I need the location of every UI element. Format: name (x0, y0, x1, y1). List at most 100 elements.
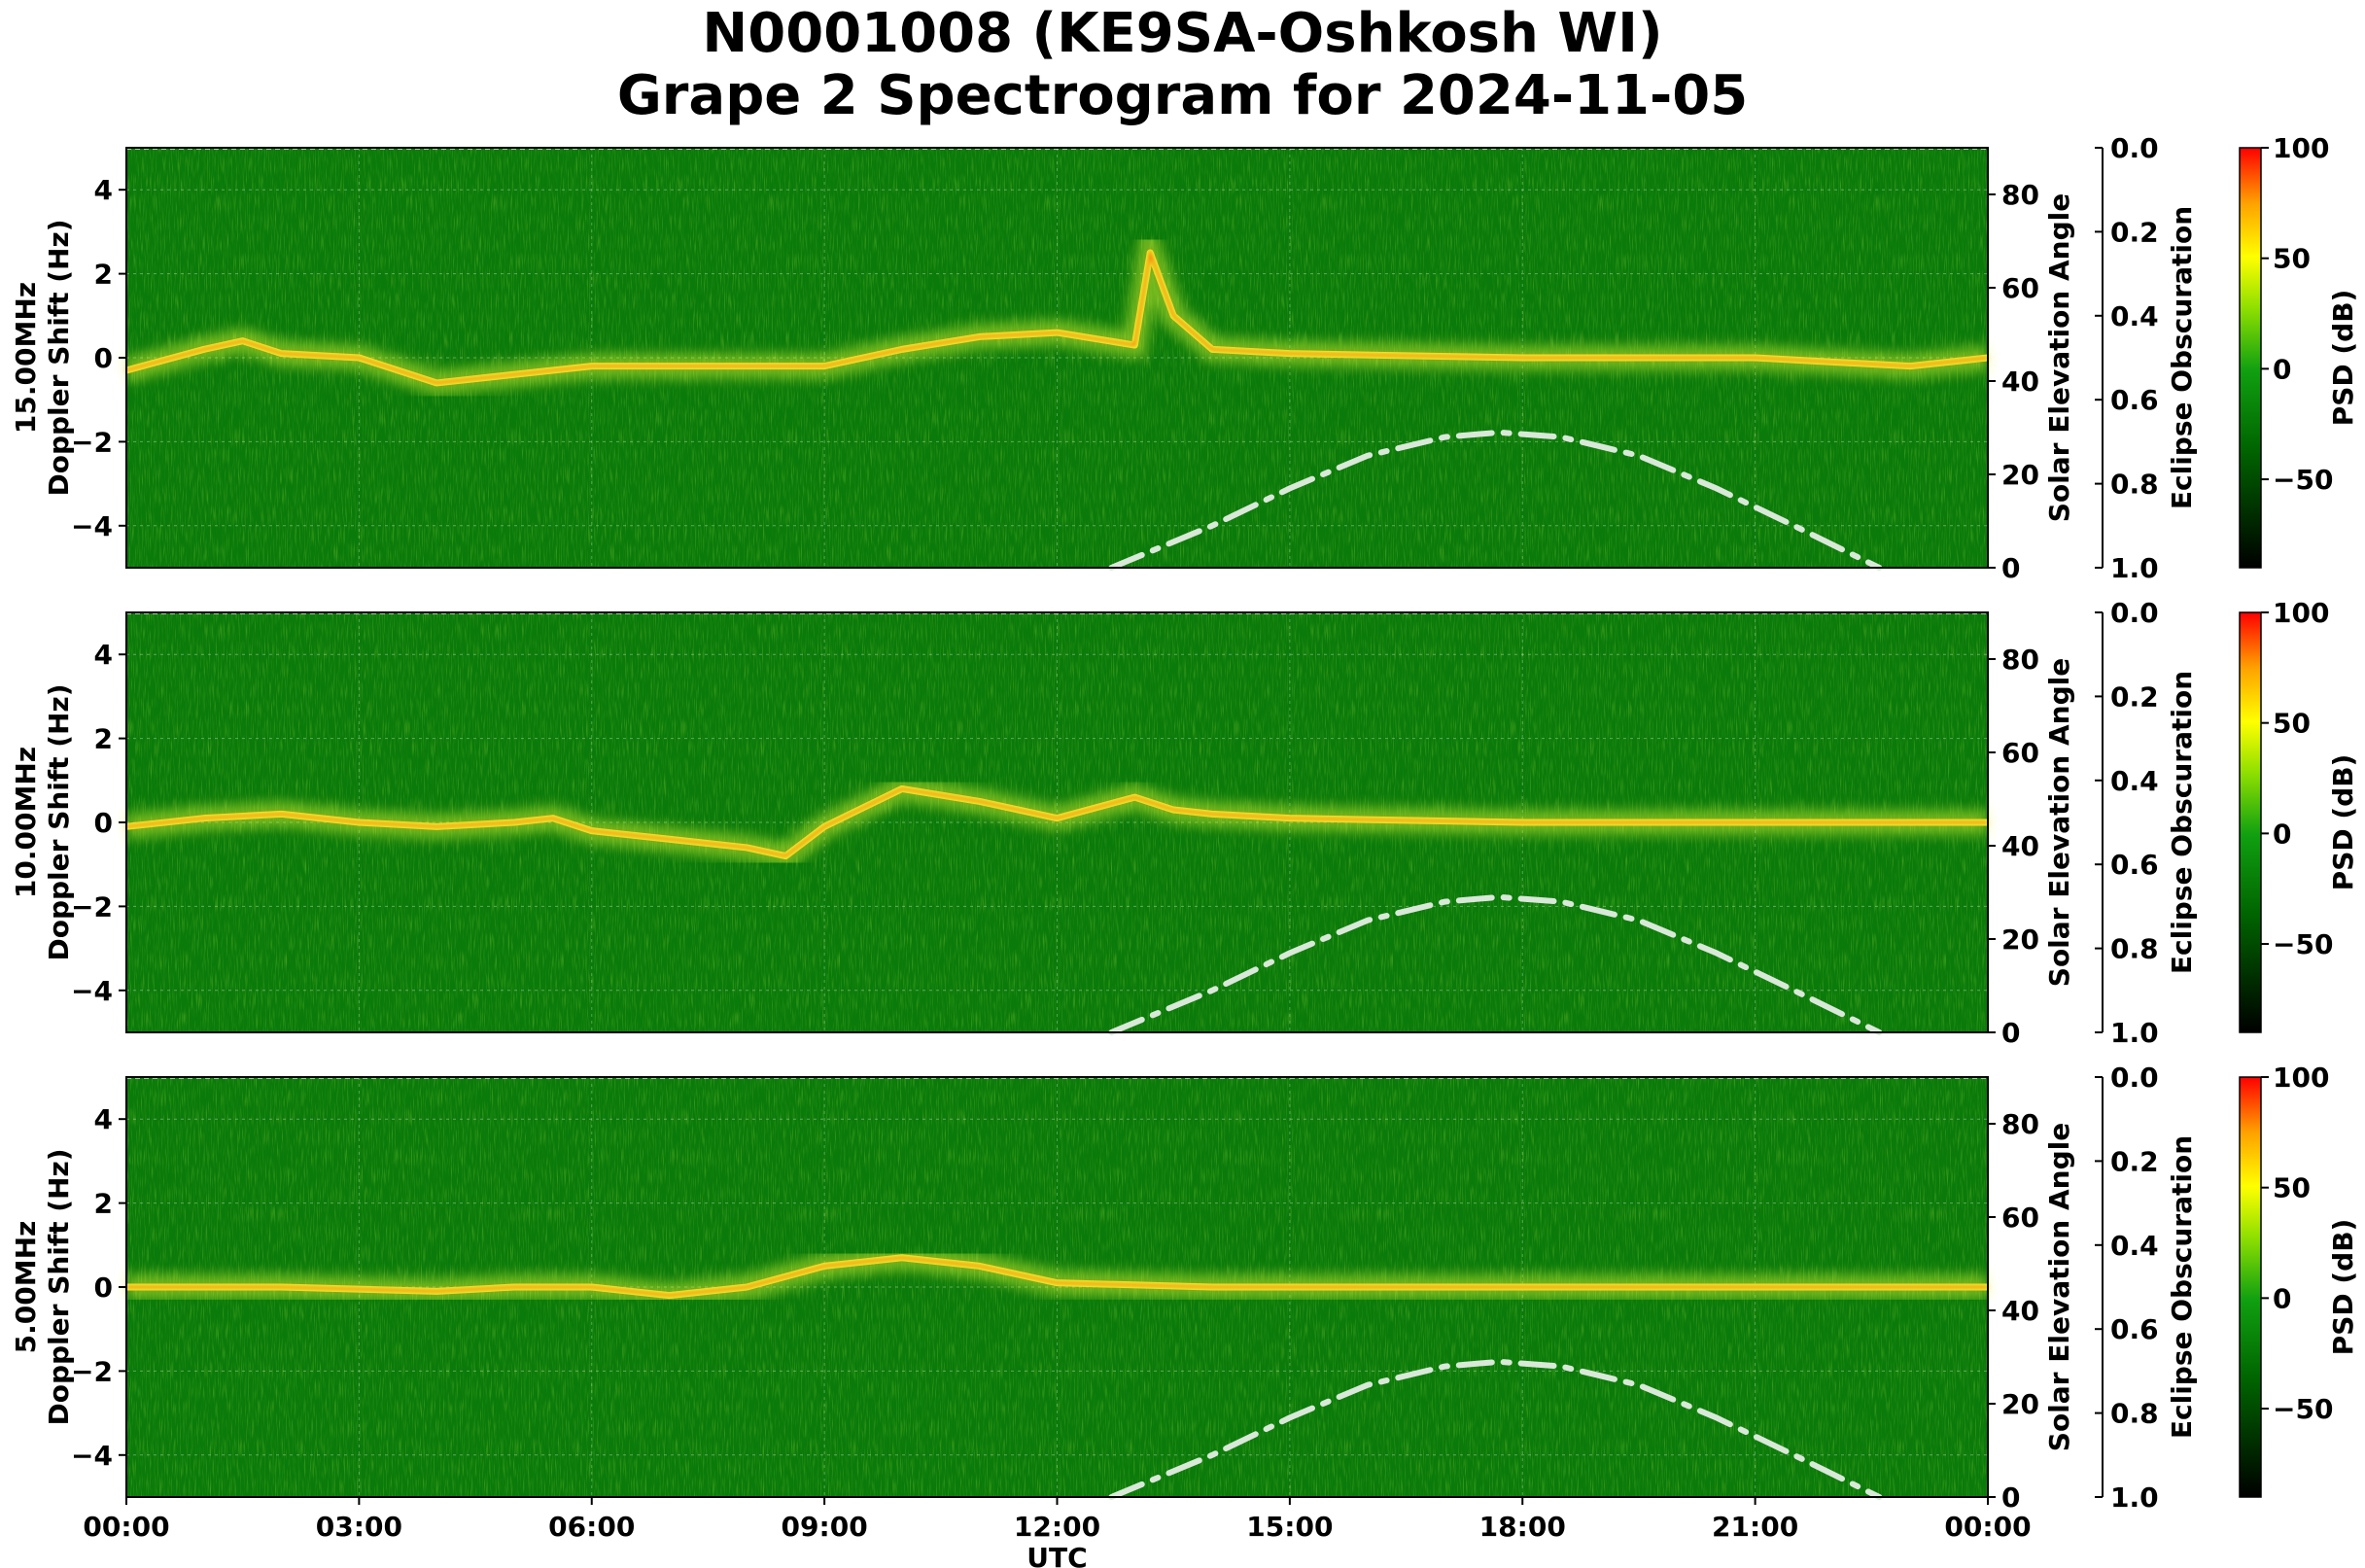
ylabel-doppler: Doppler Shift (Hz) (43, 1148, 75, 1425)
ytick-label: −4 (71, 1440, 113, 1472)
ytick-label: 2 (94, 723, 113, 755)
colorbar-tick-label: −50 (2273, 928, 2333, 960)
xtick-label: 00:00 (1944, 1511, 2031, 1543)
eclipse-tick-label: 1.0 (2110, 1481, 2159, 1514)
colorbar-tick-label: 50 (2273, 1172, 2311, 1204)
eclipse-tick-label: 1.0 (2110, 1017, 2159, 1049)
ylabel-eclipse-text: Eclipse Obscuration (2166, 671, 2198, 974)
colorbar-tick-label: 100 (2273, 597, 2329, 629)
ytick-label: 4 (94, 639, 113, 671)
ytick-label: −4 (71, 510, 113, 542)
colorbar-tick-label: −50 (2273, 464, 2333, 496)
ylabel-frequency: 10.00MHz (10, 747, 42, 898)
eclipse-tick-label: 0.4 (2110, 1230, 2159, 1262)
ytick-label: 0 (94, 342, 113, 374)
elev-tick-label: 0 (2001, 552, 2020, 584)
ylabel-frequency: 15.00MHz (10, 282, 42, 434)
elev-tick-label: 20 (2001, 923, 2039, 956)
eclipse-tick-label: 0.8 (2110, 933, 2159, 965)
ytick-label: 4 (94, 1103, 113, 1135)
solar-elevation-line (1108, 1358, 1883, 1500)
ytick-label: −2 (71, 890, 113, 923)
eclipse-tick-label: 0.6 (2110, 1313, 2159, 1345)
ylabel-solar-elevation: Solar Elevation Angle (2043, 193, 2075, 522)
colorbar-label: PSD (dB) (2327, 754, 2359, 891)
eclipse-tick-label: 0.0 (2110, 132, 2159, 164)
xlabel-utc: UTC (1026, 1542, 1087, 1568)
ylabel-solar-elevation-text: Solar Elevation Angle (2043, 658, 2075, 987)
eclipse-tick-label: 1.0 (2110, 552, 2159, 584)
colorbar-tick-label: 100 (2273, 1062, 2329, 1094)
elev-tick-label: 20 (2001, 459, 2039, 491)
ylabel: 5.00MHz Doppler Shift (Hz) (10, 1148, 75, 1425)
ylabel-frequency: 5.00MHz (10, 1221, 42, 1354)
ylabel-solar-elevation: Solar Elevation Angle (2043, 1123, 2075, 1451)
ytick-label: 2 (94, 259, 113, 291)
colorbar-label-text: PSD (dB) (2327, 290, 2359, 427)
doppler-trace-hot (125, 786, 1988, 858)
xtick-label: 12:00 (1014, 1511, 1100, 1543)
xtick-label: 09:00 (782, 1511, 868, 1543)
ylabel-doppler: Doppler Shift (Hz) (43, 219, 75, 496)
ytick-label: −2 (71, 1355, 113, 1387)
colorbar (2239, 147, 2262, 569)
eclipse-tick-label: 0.8 (2110, 469, 2159, 501)
xtick-label: 18:00 (1479, 1511, 1566, 1543)
colorbar-tick-label: 0 (2273, 1282, 2291, 1314)
colorbar-label: PSD (dB) (2327, 1219, 2359, 1356)
solar-elevation-line (1108, 893, 1883, 1035)
ytick-label: −2 (71, 426, 113, 458)
xtick-label: 06:00 (548, 1511, 635, 1543)
xtick-label: 15:00 (1246, 1511, 1333, 1543)
ylabel-eclipse: Eclipse Obscuration (2166, 671, 2198, 974)
eclipse-tick-label: 0.2 (2110, 1145, 2159, 1177)
elev-tick-label: 80 (2001, 1108, 2039, 1140)
eclipse-tick-label: 0.8 (2110, 1398, 2159, 1430)
elev-tick-label: 0 (2001, 1481, 2020, 1514)
elev-tick-label: 80 (2001, 644, 2039, 676)
elev-tick-label: 20 (2001, 1388, 2039, 1420)
colorbar-tick-label: −50 (2273, 1393, 2333, 1425)
solar-elevation-line (1108, 429, 1883, 571)
ylabel: 10.00MHz Doppler Shift (Hz) (10, 683, 75, 960)
eclipse-tick-label: 0.6 (2110, 849, 2159, 881)
eclipse-tick-label: 0.0 (2110, 597, 2159, 629)
colorbar-tick-label: 0 (2273, 818, 2291, 850)
doppler-trace-hot (126, 1256, 1988, 1298)
eclipse-tick-label: 0.2 (2110, 216, 2159, 248)
ylabel-solar-elevation-text: Solar Elevation Angle (2043, 1123, 2075, 1451)
colorbar-tick-label: 100 (2273, 132, 2329, 164)
eclipse-tick-label: 0.4 (2110, 300, 2159, 332)
colorbar-label: PSD (dB) (2327, 290, 2359, 427)
chart-title-line1: N0001008 (KE9SA-Oshkosh WI) (702, 2, 1663, 65)
ylabel-solar-elevation: Solar Elevation Angle (2043, 658, 2075, 987)
spectrogram-panel-15.00MHz: 420−2−415.00MHz Doppler Shift (Hz)0204060… (10, 132, 2359, 584)
colorbar-tick-label: 50 (2273, 708, 2311, 740)
doppler-trace-hot (125, 247, 1989, 385)
spectrogram-panel-10.00MHz: 420−2−410.00MHz Doppler Shift (Hz)0204060… (10, 597, 2359, 1049)
ylabel-solar-elevation-text: Solar Elevation Angle (2043, 193, 2075, 522)
elev-tick-label: 40 (2001, 830, 2039, 862)
spectrogram-panel-5.00MHz: 420−2−45.00MHz Doppler Shift (Hz)02040608… (10, 1062, 2359, 1514)
elev-tick-label: 80 (2001, 179, 2039, 211)
colorbar-tick-label: 0 (2273, 353, 2291, 385)
colorbar-tick-label: 50 (2273, 243, 2311, 275)
elev-tick-label: 60 (2001, 1202, 2039, 1234)
ylabel-eclipse: Eclipse Obscuration (2166, 206, 2198, 509)
elev-tick-label: 60 (2001, 272, 2039, 304)
ytick-label: 2 (94, 1188, 113, 1220)
ylabel: 15.00MHz Doppler Shift (Hz) (10, 219, 75, 496)
eclipse-tick-label: 0.0 (2110, 1062, 2159, 1094)
eclipse-tick-label: 0.4 (2110, 765, 2159, 797)
ytick-label: 0 (94, 807, 113, 839)
ytick-label: −4 (71, 975, 113, 1007)
ylabel-eclipse-text: Eclipse Obscuration (2166, 206, 2198, 509)
xtick-label: 00:00 (83, 1511, 169, 1543)
ytick-label: 0 (94, 1272, 113, 1304)
xtick-label: 03:00 (316, 1511, 402, 1543)
elev-tick-label: 40 (2001, 1295, 2039, 1327)
colorbar-label-text: PSD (dB) (2327, 754, 2359, 891)
colorbar (2239, 611, 2262, 1033)
colorbar-label-text: PSD (dB) (2327, 1219, 2359, 1356)
